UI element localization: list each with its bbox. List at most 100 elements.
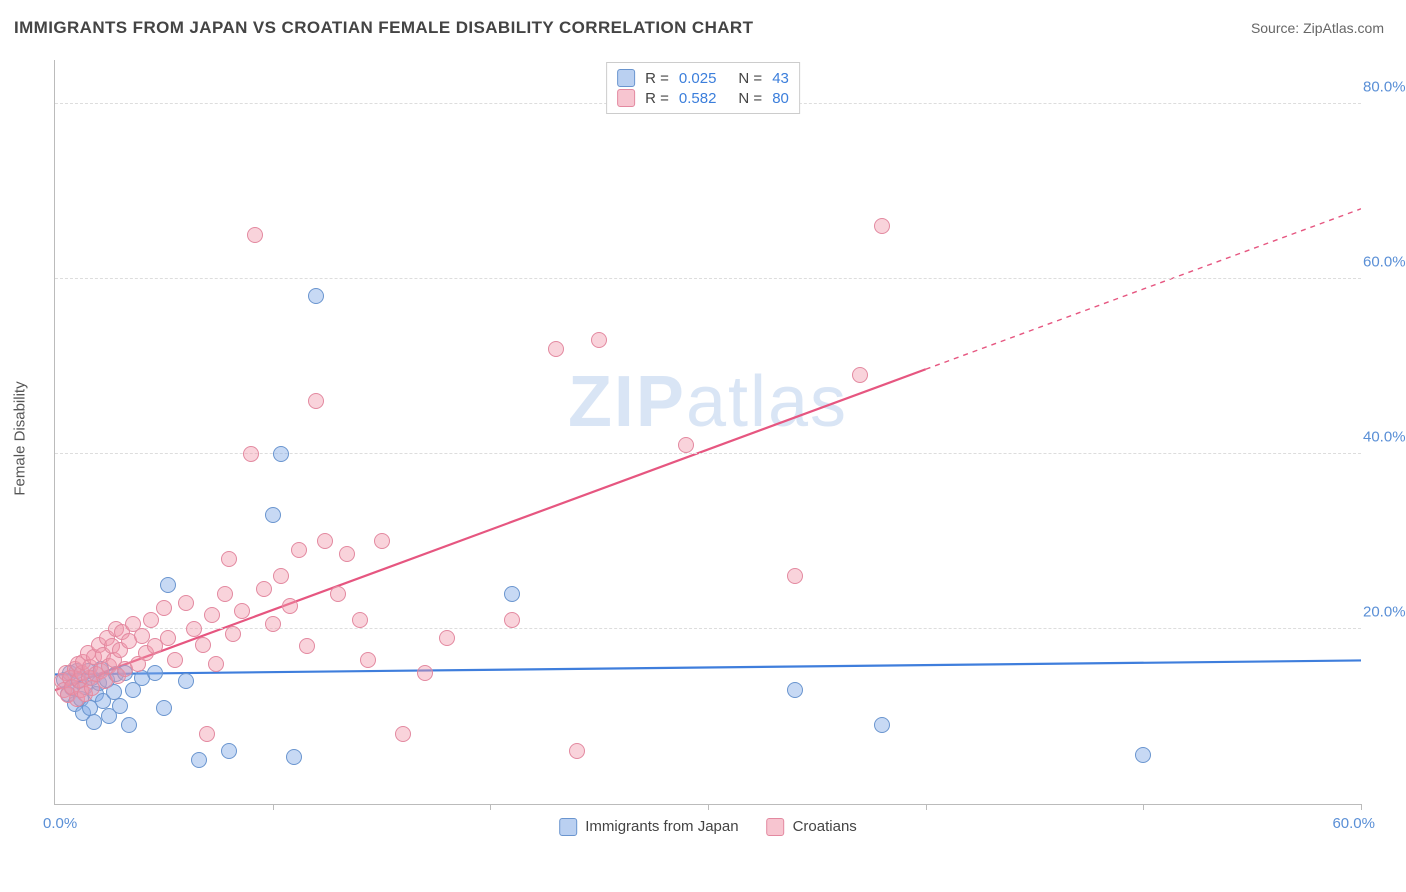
data-point-pink — [417, 665, 433, 681]
y-tick-label: 40.0% — [1363, 428, 1406, 445]
data-point-pink — [504, 612, 520, 628]
data-point-blue — [874, 717, 890, 733]
data-point-pink — [569, 743, 585, 759]
legend-swatch-pink — [767, 818, 785, 836]
source-name: ZipAtlas.com — [1303, 20, 1384, 36]
legend-item-croatians: Croatians — [767, 818, 857, 836]
legend-r-label: R = — [645, 90, 669, 107]
data-point-blue — [273, 446, 289, 462]
data-point-pink — [787, 568, 803, 584]
data-point-pink — [299, 638, 315, 654]
data-point-blue — [265, 507, 281, 523]
legend-r-value: 0.025 — [679, 70, 717, 87]
data-point-pink — [339, 546, 355, 562]
data-point-blue — [178, 673, 194, 689]
x-origin-label: 0.0% — [43, 815, 77, 832]
y-tick-label: 60.0% — [1363, 253, 1406, 270]
legend-label-japan: Immigrants from Japan — [585, 818, 738, 835]
y-tick-label: 80.0% — [1363, 78, 1406, 95]
data-point-blue — [221, 743, 237, 759]
data-point-pink — [282, 598, 298, 614]
data-point-pink — [352, 612, 368, 628]
legend-item-japan: Immigrants from Japan — [559, 818, 738, 836]
gridline-h — [55, 278, 1361, 279]
data-point-pink — [234, 603, 250, 619]
legend-label-croatians: Croatians — [793, 818, 857, 835]
data-point-pink — [852, 367, 868, 383]
legend-swatch-blue — [559, 818, 577, 836]
legend-bottom: Immigrants from Japan Croatians — [559, 818, 857, 836]
data-point-pink — [225, 626, 241, 642]
data-point-blue — [156, 700, 172, 716]
data-point-pink — [548, 341, 564, 357]
data-point-pink — [167, 652, 183, 668]
watermark-bold: ZIP — [568, 362, 686, 442]
trend-line-pink-dash — [926, 209, 1361, 369]
data-point-pink — [374, 533, 390, 549]
data-point-blue — [191, 752, 207, 768]
data-point-pink — [273, 568, 289, 584]
data-point-blue — [787, 682, 803, 698]
trend-line-pink-solid — [55, 369, 926, 690]
x-tick — [1361, 804, 1362, 810]
gridline-h — [55, 628, 1361, 629]
data-point-pink — [199, 726, 215, 742]
data-point-pink — [317, 533, 333, 549]
x-tick — [926, 804, 927, 810]
data-point-pink — [195, 637, 211, 653]
watermark: ZIPatlas — [568, 361, 848, 443]
legend-r-value: 0.582 — [679, 90, 717, 107]
data-point-pink — [178, 595, 194, 611]
legend-top-row-pink: R = 0.582 N = 80 — [617, 89, 789, 107]
data-point-pink — [256, 581, 272, 597]
data-point-pink — [308, 393, 324, 409]
legend-n-label: N = — [738, 70, 762, 87]
source-prefix: Source: — [1251, 20, 1303, 36]
data-point-pink — [439, 630, 455, 646]
data-point-blue — [86, 714, 102, 730]
watermark-light: atlas — [686, 362, 848, 442]
data-point-pink — [186, 621, 202, 637]
legend-n-value: 43 — [772, 70, 789, 87]
data-point-pink — [360, 652, 376, 668]
legend-r-label: R = — [645, 70, 669, 87]
x-tick — [490, 804, 491, 810]
legend-top-swatch-pink — [617, 89, 635, 107]
data-point-pink — [208, 656, 224, 672]
legend-n-value: 80 — [772, 90, 789, 107]
data-point-pink — [678, 437, 694, 453]
x-tick — [708, 804, 709, 810]
data-point-pink — [221, 551, 237, 567]
x-tick — [1143, 804, 1144, 810]
source-label: Source: ZipAtlas.com — [1251, 20, 1384, 36]
x-end-label: 60.0% — [1332, 815, 1375, 832]
data-point-blue — [308, 288, 324, 304]
trend-line-blue — [55, 660, 1361, 674]
data-point-blue — [1135, 747, 1151, 763]
data-point-pink — [395, 726, 411, 742]
y-tick-label: 20.0% — [1363, 603, 1406, 620]
data-point-pink — [217, 586, 233, 602]
data-point-pink — [143, 612, 159, 628]
legend-top-swatch-blue — [617, 69, 635, 87]
data-point-blue — [121, 717, 137, 733]
data-point-pink — [156, 600, 172, 616]
data-point-blue — [147, 665, 163, 681]
chart-title: IMMIGRANTS FROM JAPAN VS CROATIAN FEMALE… — [14, 18, 753, 38]
data-point-pink — [265, 616, 281, 632]
legend-top: R = 0.025 N = 43 R = 0.582 N = 80 — [606, 62, 800, 114]
data-point-blue — [286, 749, 302, 765]
data-point-pink — [591, 332, 607, 348]
data-point-blue — [160, 577, 176, 593]
data-point-pink — [330, 586, 346, 602]
y-axis-title: Female Disability — [12, 381, 29, 495]
data-point-blue — [112, 698, 128, 714]
data-point-pink — [204, 607, 220, 623]
trend-lines-layer — [55, 60, 1361, 804]
data-point-blue — [504, 586, 520, 602]
scatter-plot: ZIPatlas 0.0% 60.0% Immigrants from Japa… — [54, 60, 1361, 805]
x-tick — [273, 804, 274, 810]
data-point-pink — [160, 630, 176, 646]
data-point-pink — [291, 542, 307, 558]
data-point-pink — [243, 446, 259, 462]
